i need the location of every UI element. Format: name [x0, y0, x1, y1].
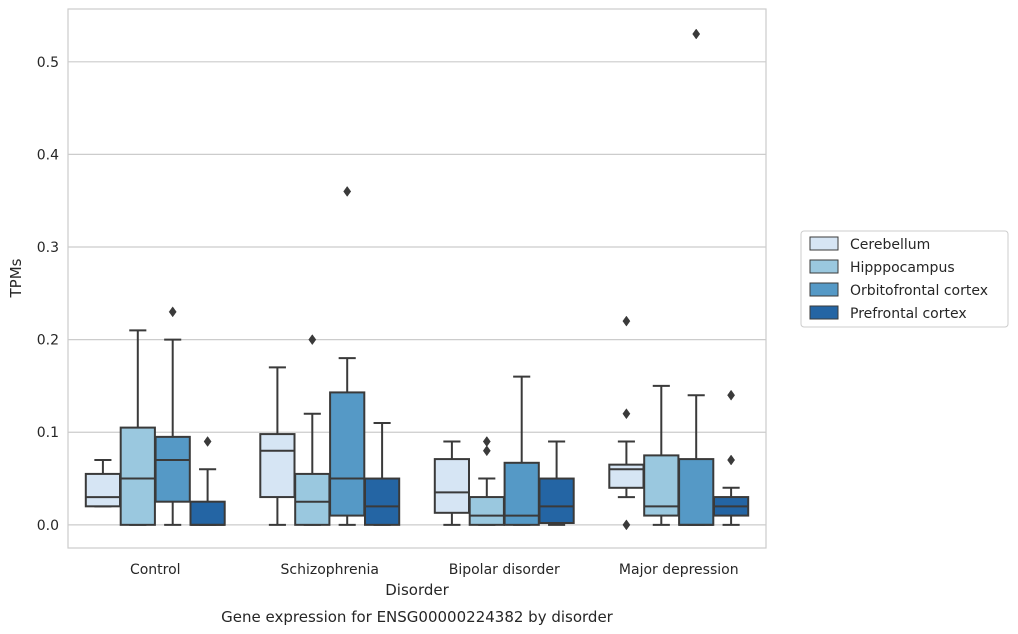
- box-group: [259, 366, 296, 526]
- outlier-point: [727, 389, 736, 401]
- legend-label: Cerebellum: [850, 237, 930, 253]
- outlier-point: [203, 436, 212, 447]
- y-tick-labels: 0.0 0.1 0.2 0.3 0.4 0.5: [37, 55, 59, 534]
- box-group: [294, 334, 331, 526]
- outlier-point: [343, 186, 352, 197]
- box: [433, 458, 471, 514]
- box-group: [468, 436, 505, 526]
- legend: Cerebellum Hipppocampus Orbitofrontal cort…: [800, 230, 1009, 328]
- gridlines: [68, 61, 766, 526]
- x-tick-label: Bipolar disorder: [449, 562, 560, 578]
- outlier-point: [692, 28, 701, 40]
- y-tick-label: 0.4: [37, 147, 59, 163]
- x-tick-label: Control: [130, 562, 181, 578]
- outlier-point: [168, 306, 177, 318]
- legend-swatch: [809, 305, 839, 320]
- box-group: [363, 421, 401, 526]
- box: [259, 433, 296, 499]
- box-group: [329, 186, 366, 526]
- x-axis-label: Disorder: [385, 581, 449, 599]
- box-group: [433, 440, 471, 526]
- legend-swatch: [809, 259, 839, 274]
- box: [538, 477, 575, 524]
- legend-label: Hipppocampus: [850, 260, 955, 276]
- y-tick-label: 0.5: [37, 55, 59, 71]
- box: [154, 435, 191, 503]
- x-tick-label: Major depression: [619, 562, 739, 578]
- box: [189, 500, 226, 526]
- outlier-point: [622, 519, 631, 531]
- box-group: [643, 384, 680, 526]
- box: [294, 472, 331, 526]
- y-tick-label: 0.2: [37, 333, 59, 349]
- y-tick-label: 0.1: [37, 425, 59, 441]
- plot-frame: [67, 8, 767, 549]
- y-tick-label: 0.3: [37, 240, 59, 256]
- x-tick-label: Schizophrenia: [281, 562, 379, 578]
- legend-label: Prefrontal cortex: [850, 306, 967, 322]
- box: [363, 477, 401, 526]
- box: [84, 472, 122, 508]
- chart-caption: Gene expression for ENSG00000224382 by d…: [221, 608, 614, 626]
- box: [329, 391, 366, 517]
- x-tick-labels: Control Schizophrenia Bipolar disorder Majo…: [130, 562, 739, 578]
- legend-swatch: [809, 282, 839, 297]
- box-group: [712, 389, 750, 526]
- box-group: [538, 440, 575, 526]
- box-group: [154, 306, 191, 526]
- box: [468, 496, 505, 526]
- box-group: [608, 315, 645, 531]
- boxes: [84, 28, 750, 531]
- box: [678, 458, 715, 526]
- box-group: [503, 375, 540, 526]
- legend-label: Orbitofrontal cortex: [850, 283, 988, 299]
- outlier-point: [482, 445, 491, 457]
- y-tick-label: 0.0: [37, 518, 59, 534]
- outlier-point: [622, 408, 631, 420]
- outlier-point: [727, 454, 736, 466]
- box-group: [678, 28, 715, 526]
- outlier-point: [622, 315, 631, 327]
- outlier-point: [308, 334, 317, 346]
- box: [119, 426, 156, 526]
- box: [608, 463, 645, 489]
- box-group: [84, 459, 122, 508]
- legend-swatch: [809, 236, 839, 251]
- box-group: [189, 436, 226, 526]
- y-axis-label: TPMs: [7, 258, 25, 298]
- legend-frame: [800, 230, 1009, 328]
- box: [503, 461, 540, 526]
